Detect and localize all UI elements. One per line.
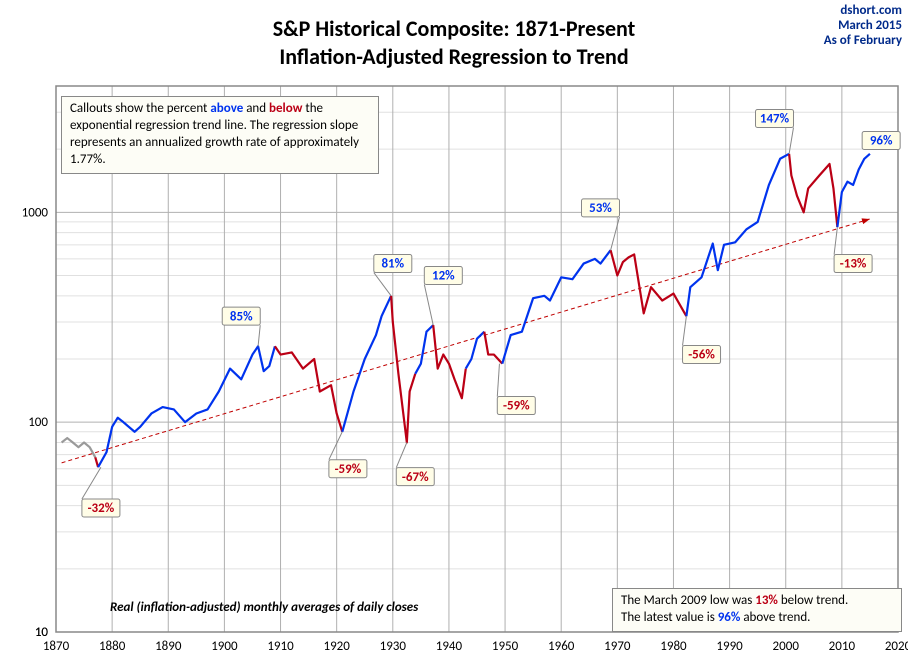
attribution-site: dshort.com: [824, 4, 902, 19]
svg-text:147%: 147%: [760, 112, 790, 127]
svg-text:-32%: -32%: [88, 501, 115, 516]
attribution-asof: As of February: [824, 34, 902, 49]
attribution-date: March 2015: [824, 19, 902, 34]
svg-text:-56%: -56%: [688, 348, 715, 363]
svg-text:1910: 1910: [267, 639, 294, 654]
svg-text:1980: 1980: [660, 639, 687, 654]
sum1a: The March 2009 low was: [621, 593, 755, 608]
svg-text:1880: 1880: [99, 639, 126, 654]
info-below: below: [269, 101, 302, 116]
sum1b: 13%: [755, 593, 778, 608]
footer-note: Real (inflation-adjusted) monthly averag…: [110, 600, 418, 615]
info-above: above: [210, 101, 243, 116]
svg-text:1870: 1870: [43, 639, 70, 654]
svg-text:-67%: -67%: [402, 470, 429, 485]
svg-text:S&P Historical Composite: 1871: S&P Historical Composite: 1871-Present: [273, 15, 636, 42]
sum2c: above trend.: [740, 610, 810, 625]
svg-text:-59%: -59%: [335, 462, 362, 477]
svg-text:1960: 1960: [548, 639, 575, 654]
svg-text:1000: 1000: [22, 205, 49, 220]
svg-text:-59%: -59%: [503, 399, 530, 414]
svg-text:2020: 2020: [885, 639, 908, 654]
svg-text:1950: 1950: [492, 639, 519, 654]
svg-text:81%: 81%: [381, 257, 404, 272]
svg-text:1920: 1920: [323, 639, 350, 654]
sum2a: The latest value is: [621, 610, 718, 625]
svg-text:1890: 1890: [155, 639, 182, 654]
svg-text:10: 10: [35, 625, 49, 640]
svg-text:Inflation-Adjusted Regression: Inflation-Adjusted Regression to Trend: [279, 43, 628, 70]
svg-text:100: 100: [28, 415, 48, 430]
sum1c: below trend.: [778, 593, 848, 608]
svg-text:53%: 53%: [589, 201, 612, 216]
svg-text:1970: 1970: [604, 639, 631, 654]
sum2b: 96%: [718, 610, 741, 625]
svg-text:1900: 1900: [211, 639, 238, 654]
svg-text:2010: 2010: [829, 639, 856, 654]
explanation-box: Callouts show the percent above and belo…: [61, 96, 379, 174]
svg-text:1940: 1940: [436, 639, 463, 654]
attribution: dshort.com March 2015 As of February: [824, 4, 902, 49]
svg-text:2000: 2000: [773, 639, 800, 654]
info-pre: Callouts show the percent: [70, 101, 210, 116]
svg-text:1930: 1930: [380, 639, 407, 654]
svg-text:96%: 96%: [870, 134, 893, 149]
svg-text:1990: 1990: [716, 639, 743, 654]
info-mid: and: [243, 101, 269, 116]
chart-container: S&P Historical Composite: 1871-PresentIn…: [0, 0, 908, 662]
svg-text:-13%: -13%: [840, 257, 867, 272]
svg-text:12%: 12%: [432, 269, 455, 284]
summary-box: The March 2009 low was 13% below trend. …: [612, 588, 902, 632]
svg-text:85%: 85%: [230, 309, 253, 324]
